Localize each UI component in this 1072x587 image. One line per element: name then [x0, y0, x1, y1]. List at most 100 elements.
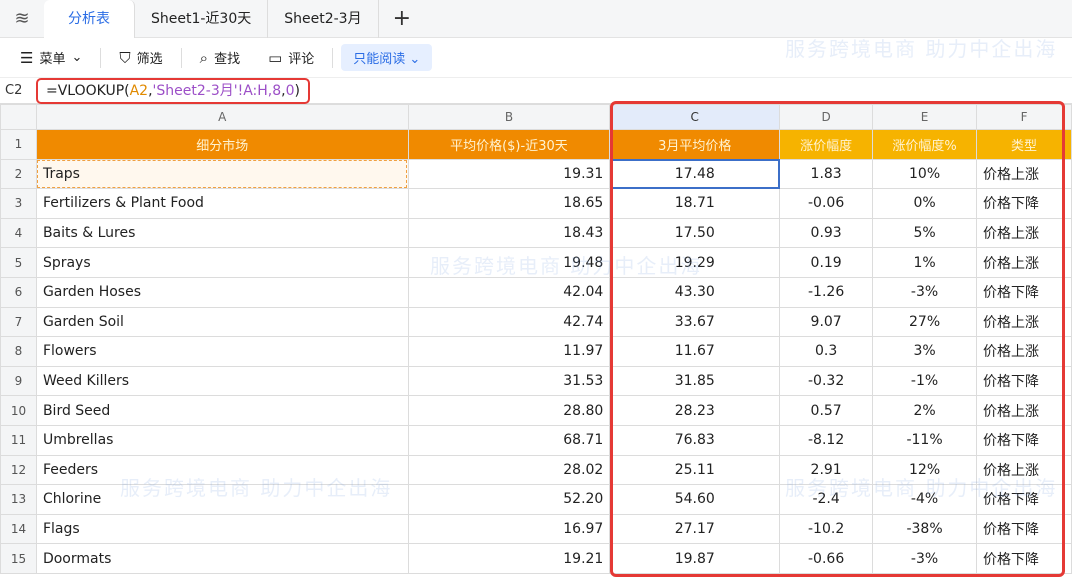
cell[interactable]: -1%	[872, 365, 978, 397]
read-only-mode-dropdown[interactable]: 只能阅读 ⌄	[341, 44, 433, 71]
cell[interactable]: 价格上涨	[976, 336, 1072, 367]
cell[interactable]: 价格下降	[976, 484, 1072, 515]
cell[interactable]: 0%	[872, 188, 978, 219]
header-cell[interactable]: 类型	[976, 129, 1072, 160]
row-number[interactable]: 4	[0, 217, 37, 249]
cell[interactable]: 价格上涨	[976, 247, 1072, 278]
cell[interactable]: Garden Hoses	[35, 276, 409, 308]
cell[interactable]: 价格上涨	[976, 158, 1072, 190]
cell[interactable]: 27.17	[609, 513, 781, 545]
cell[interactable]: 33.67	[609, 306, 781, 338]
cell[interactable]: Flowers	[35, 336, 409, 367]
cell[interactable]: 价格下降	[976, 365, 1072, 397]
cell[interactable]: 43.30	[609, 276, 781, 308]
cell[interactable]: -0.06	[779, 188, 874, 219]
cell[interactable]: 价格下降	[976, 188, 1072, 219]
row-number[interactable]: 11	[0, 424, 37, 456]
cell[interactable]: -10.2	[779, 513, 874, 545]
cell[interactable]: 19.29	[609, 247, 781, 278]
cell[interactable]: 28.02	[407, 454, 611, 486]
cell[interactable]: 0.57	[779, 395, 874, 426]
cell[interactable]: 价格上涨	[976, 217, 1072, 249]
cell[interactable]: 5%	[872, 217, 978, 249]
cell[interactable]: 31.85	[609, 365, 781, 397]
header-cell[interactable]: 涨价幅度	[779, 129, 874, 160]
cell[interactable]: -11%	[872, 424, 978, 456]
cell[interactable]: 价格下降	[976, 543, 1072, 574]
select-all-corner[interactable]	[0, 104, 37, 130]
add-sheet-button[interactable]: +	[392, 6, 412, 31]
cell[interactable]: 18.65	[407, 188, 611, 219]
cell[interactable]: 42.74	[407, 306, 611, 338]
cell[interactable]: Umbrellas	[35, 424, 409, 456]
cell[interactable]: Flags	[35, 513, 409, 545]
cell[interactable]: 28.23	[609, 395, 781, 426]
cell[interactable]: -0.66	[779, 543, 874, 574]
cell[interactable]: 2%	[872, 395, 978, 426]
row-number[interactable]: 13	[0, 484, 37, 515]
cell[interactable]: 16.97	[407, 513, 611, 545]
cell[interactable]: 19.87	[609, 543, 781, 574]
row-number[interactable]: 15	[0, 543, 37, 574]
column-header-d[interactable]: D	[779, 104, 874, 130]
find-button[interactable]: ⌕ 查找	[190, 48, 250, 68]
cell[interactable]: Traps	[35, 158, 409, 190]
cell[interactable]: -3%	[872, 276, 978, 308]
cell[interactable]: Weed Killers	[35, 365, 409, 397]
row-number[interactable]: 3	[0, 188, 37, 219]
cell[interactable]: -0.32	[779, 365, 874, 397]
cell[interactable]: Bird Seed	[35, 395, 409, 426]
column-header-e[interactable]: E	[872, 104, 978, 130]
cell[interactable]: 0.19	[779, 247, 874, 278]
cell[interactable]: 价格下降	[976, 276, 1072, 308]
cell[interactable]: 25.11	[609, 454, 781, 486]
column-header-c[interactable]: C	[609, 104, 781, 130]
cell[interactable]: 19.21	[407, 543, 611, 574]
row-number[interactable]: 9	[0, 365, 37, 397]
header-cell[interactable]: 涨价幅度%	[872, 129, 978, 160]
header-cell[interactable]: 3月平均价格	[609, 129, 781, 160]
cell[interactable]: Baits & Lures	[35, 217, 409, 249]
cell[interactable]: 价格上涨	[976, 306, 1072, 338]
cell[interactable]: 76.83	[609, 424, 781, 456]
formula-input[interactable]: =VLOOKUP(A2,'Sheet2-3月'!A:H,8,0)	[36, 77, 310, 104]
cell[interactable]: -1.26	[779, 276, 874, 308]
menu-button[interactable]: ☰ 菜单 ⌄	[10, 48, 92, 68]
row-number[interactable]: 14	[0, 513, 37, 545]
cell[interactable]: -8.12	[779, 424, 874, 456]
cell[interactable]: 11.67	[609, 336, 781, 367]
tab-analysis[interactable]: 分析表	[44, 0, 135, 38]
row-number[interactable]: 7	[0, 306, 37, 338]
cell[interactable]: 17.48	[609, 158, 781, 190]
cell[interactable]: 0.93	[779, 217, 874, 249]
row-number[interactable]: 5	[0, 247, 37, 278]
cell[interactable]: 2.91	[779, 454, 874, 486]
cell[interactable]: 9.07	[779, 306, 874, 338]
cell[interactable]: 1%	[872, 247, 978, 278]
comment-button[interactable]: ▭ 评论	[258, 48, 324, 68]
cell[interactable]: 价格上涨	[976, 454, 1072, 486]
column-header-b[interactable]: B	[407, 104, 611, 130]
column-header-f[interactable]: F	[976, 104, 1072, 130]
row-number[interactable]: 1	[0, 129, 37, 160]
column-header-a[interactable]: A	[35, 104, 409, 130]
cell[interactable]: -3%	[872, 543, 978, 574]
cell[interactable]: 19.48	[407, 247, 611, 278]
cell[interactable]: Feeders	[35, 454, 409, 486]
cell[interactable]: 54.60	[609, 484, 781, 515]
cell[interactable]: 10%	[872, 158, 978, 190]
cell[interactable]: 42.04	[407, 276, 611, 308]
cell[interactable]: -38%	[872, 513, 978, 545]
cell[interactable]: -2.4	[779, 484, 874, 515]
cell[interactable]: 18.43	[407, 217, 611, 249]
header-cell[interactable]: 细分市场	[35, 129, 409, 160]
cell[interactable]: 价格上涨	[976, 395, 1072, 426]
header-cell[interactable]: 平均价格($)-近30天	[407, 129, 611, 160]
cell[interactable]: 19.31	[407, 158, 611, 190]
cell[interactable]: 18.71	[609, 188, 781, 219]
cell[interactable]: -4%	[872, 484, 978, 515]
cell[interactable]: Fertilizers & Plant Food	[35, 188, 409, 219]
filter-button[interactable]: ⛉ 筛选	[109, 48, 172, 68]
cell[interactable]: 17.50	[609, 217, 781, 249]
cell[interactable]: Sprays	[35, 247, 409, 278]
